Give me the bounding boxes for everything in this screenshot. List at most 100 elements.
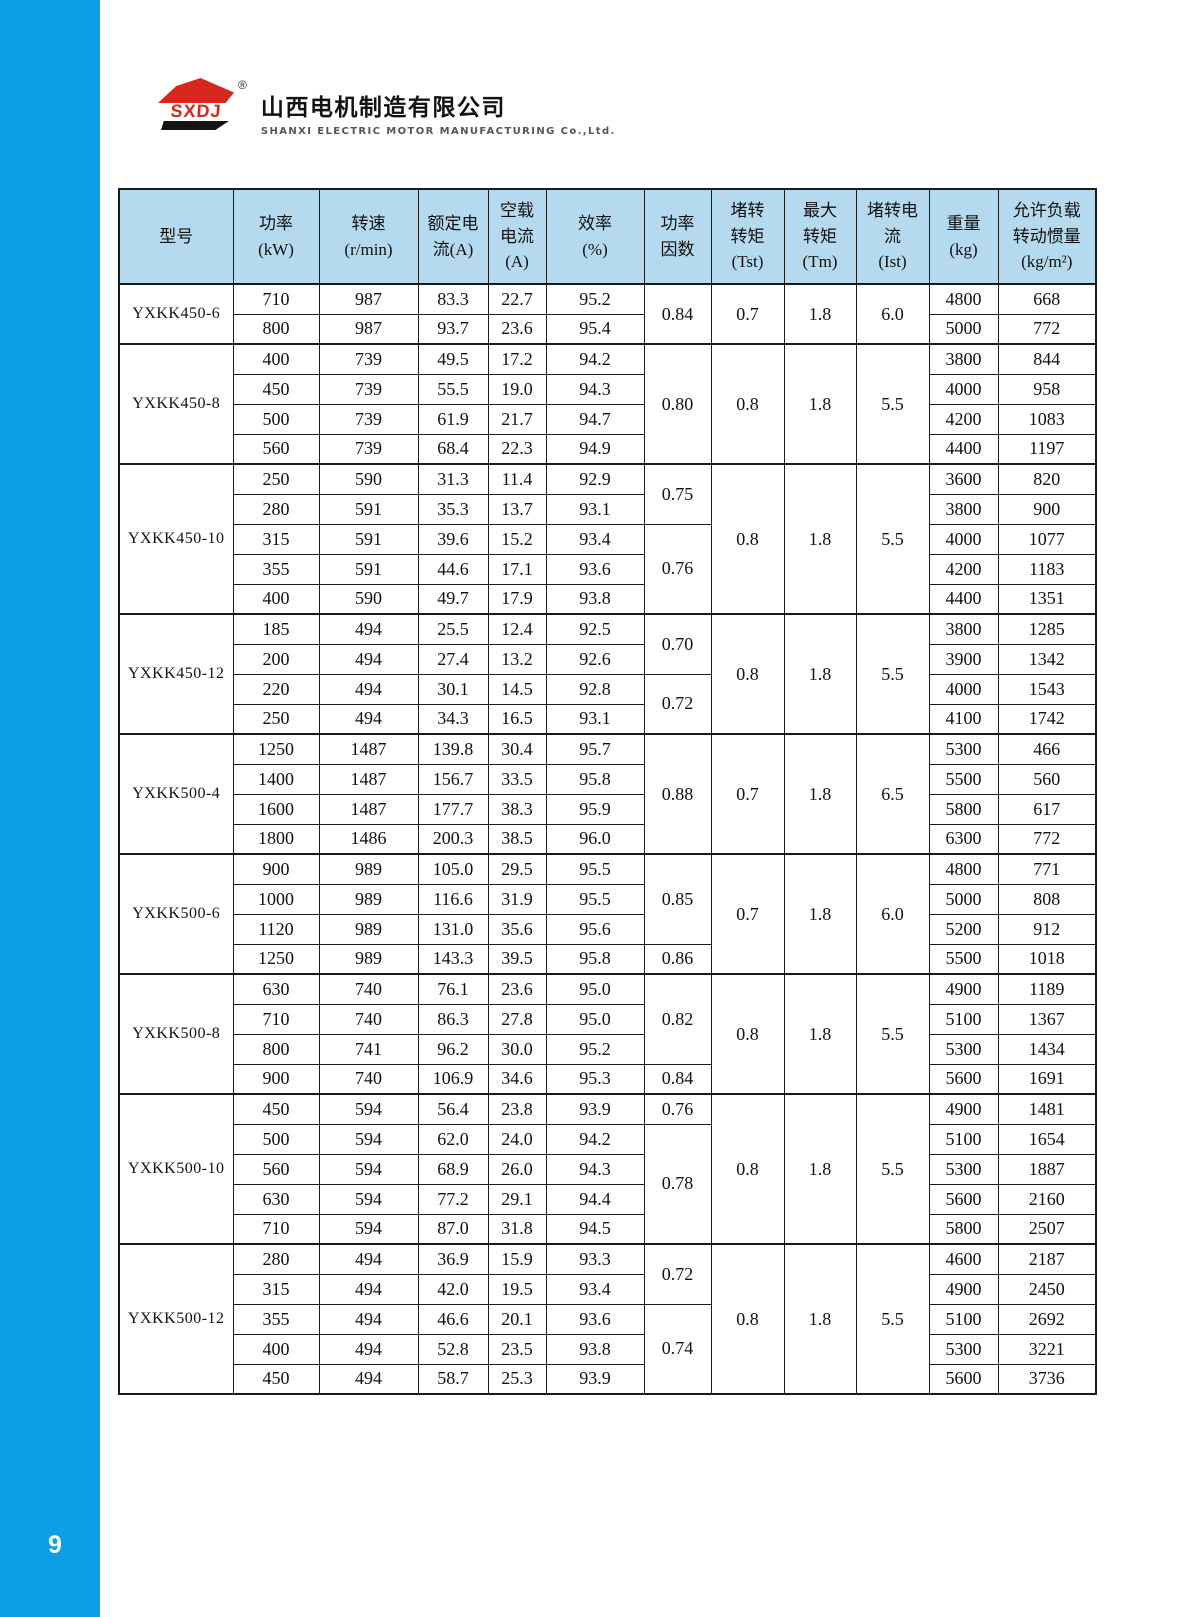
cell-rated-current: 106.9 bbox=[417, 1063, 489, 1095]
cell-rated-current: 83.3 bbox=[417, 283, 489, 315]
cell-weight: 4800 bbox=[928, 283, 999, 315]
cell-rated-current: 25.5 bbox=[417, 613, 489, 645]
cell-power: 900 bbox=[232, 853, 320, 885]
cell-inertia: 844 bbox=[997, 343, 1097, 375]
table-row: 900 740 106.9 34.6 95.3 0.84 5600 1691 bbox=[119, 1063, 1097, 1095]
cell-speed: 740 bbox=[318, 1003, 419, 1035]
cell-speed: 494 bbox=[318, 673, 419, 705]
cell-power-factor: 0.88 bbox=[643, 733, 712, 855]
cell-no-load-current: 23.5 bbox=[487, 1333, 547, 1365]
column-header-max-torque: 最大 转矩 (Tm) bbox=[783, 188, 857, 285]
column-header-locked-rotor-current: 堵转电 流 (Ist) bbox=[855, 188, 930, 285]
cell-locked-rotor-current: 5.5 bbox=[855, 973, 930, 1095]
cell-weight: 6300 bbox=[928, 823, 999, 855]
cell-no-load-current: 24.0 bbox=[487, 1123, 547, 1155]
cell-inertia: 1434 bbox=[997, 1033, 1097, 1065]
cell-weight: 3900 bbox=[928, 643, 999, 675]
cell-power-factor: 0.84 bbox=[643, 1063, 712, 1095]
cell-max-torque: 1.8 bbox=[783, 853, 857, 975]
logo-base-shape bbox=[161, 121, 229, 130]
cell-efficiency: 96.0 bbox=[545, 823, 645, 855]
table-header-row: 型号 功率 (kW) 转速 (r/min) 额定电 流(A) 空载 电流 (A) 效率 (… bbox=[118, 188, 1097, 285]
sidebar-band: 9 bbox=[0, 0, 100, 1617]
cell-inertia: 2507 bbox=[997, 1213, 1097, 1245]
cell-speed: 739 bbox=[318, 343, 419, 375]
cell-rated-current: 143.3 bbox=[417, 943, 489, 975]
cell-inertia: 1083 bbox=[997, 403, 1097, 435]
cell-weight: 4400 bbox=[928, 583, 999, 615]
cell-rated-current: 96.2 bbox=[417, 1033, 489, 1065]
cell-speed: 594 bbox=[318, 1093, 419, 1125]
cell-max-torque: 1.8 bbox=[783, 973, 857, 1095]
cell-no-load-current: 12.4 bbox=[487, 613, 547, 645]
cell-power: 315 bbox=[232, 1273, 320, 1305]
cell-efficiency: 95.3 bbox=[545, 1063, 645, 1095]
cell-locked-rotor-current: 5.5 bbox=[855, 343, 930, 465]
cell-locked-rotor-current: 6.0 bbox=[855, 283, 930, 345]
cell-rated-current: 56.4 bbox=[417, 1093, 489, 1125]
cell-rated-current: 139.8 bbox=[417, 733, 489, 765]
cell-locked-rotor-torque: 0.8 bbox=[710, 1093, 785, 1245]
cell-power: 185 bbox=[232, 613, 320, 645]
company-name-cn: 山西电机制造有限公司 bbox=[260, 95, 506, 121]
cell-rated-current: 200.3 bbox=[417, 823, 489, 855]
cell-no-load-current: 31.8 bbox=[487, 1213, 547, 1245]
model-cell: YXKK450-8 bbox=[118, 343, 234, 465]
cell-efficiency: 94.2 bbox=[545, 343, 645, 375]
table-row: 710 594 87.0 31.8 94.5 5800 2507 bbox=[119, 1213, 1097, 1245]
column-header-locked-rotor-torque: 堵转 转矩 (Tst) bbox=[710, 188, 785, 285]
cell-weight: 5300 bbox=[928, 733, 999, 765]
cell-power: 1250 bbox=[232, 943, 320, 975]
cell-weight: 4600 bbox=[928, 1243, 999, 1275]
cell-rated-current: 77.2 bbox=[417, 1183, 489, 1215]
cell-power: 1000 bbox=[232, 883, 320, 915]
cell-efficiency: 94.3 bbox=[545, 1153, 645, 1185]
cell-efficiency: 93.3 bbox=[545, 1243, 645, 1275]
cell-rated-current: 46.6 bbox=[417, 1303, 489, 1335]
cell-power-factor: 0.70 bbox=[643, 613, 712, 675]
cell-power: 1400 bbox=[232, 763, 320, 795]
table-row: 220 494 30.1 14.5 92.8 0.72 4000 1543 bbox=[119, 673, 1097, 735]
cell-no-load-current: 23.6 bbox=[487, 973, 547, 1005]
cell-inertia: 2692 bbox=[997, 1303, 1097, 1335]
cell-locked-rotor-current: 6.0 bbox=[855, 853, 930, 975]
cell-weight: 3800 bbox=[928, 493, 999, 525]
logo-abbr-text: SXDJ bbox=[169, 101, 223, 121]
cell-efficiency: 95.0 bbox=[545, 1003, 645, 1035]
table-row: 280 591 35.3 13.7 93.1 3800 900 bbox=[119, 493, 1097, 525]
cell-power-factor: 0.82 bbox=[643, 973, 712, 1065]
cell-speed: 494 bbox=[318, 613, 419, 645]
table-row: YXKK500-10 450 594 56.4 23.8 93.9 0.76 0.8 1.8 5.… bbox=[118, 1093, 1097, 1245]
cell-inertia: 808 bbox=[997, 883, 1097, 915]
cell-rated-current: 156.7 bbox=[417, 763, 489, 795]
cell-weight: 4000 bbox=[928, 523, 999, 555]
cell-inertia: 1077 bbox=[997, 523, 1097, 555]
column-header-power-factor: 功率 因数 bbox=[643, 188, 712, 285]
cell-speed: 594 bbox=[318, 1153, 419, 1185]
model-cell: YXKK500-6 bbox=[118, 853, 234, 975]
cell-power: 1120 bbox=[232, 913, 320, 945]
cell-power: 800 bbox=[232, 313, 320, 345]
cell-rated-current: 52.8 bbox=[417, 1333, 489, 1365]
logo-roof-shape bbox=[158, 78, 234, 103]
column-header-efficiency: 效率 (%) bbox=[545, 188, 645, 285]
cell-max-torque: 1.8 bbox=[783, 463, 857, 615]
cell-inertia: 466 bbox=[997, 733, 1097, 765]
cell-rated-current: 30.1 bbox=[417, 673, 489, 705]
motor-spec-table: 型号 功率 (kW) 转速 (r/min) 额定电 流(A) 空载 电流 (A) 效率 (… bbox=[118, 188, 1097, 1395]
cell-speed: 740 bbox=[318, 1063, 419, 1095]
cell-power: 710 bbox=[232, 1003, 320, 1035]
cell-power: 1250 bbox=[232, 733, 320, 765]
cell-power: 630 bbox=[232, 1183, 320, 1215]
cell-no-load-current: 13.2 bbox=[487, 643, 547, 675]
cell-no-load-current: 14.5 bbox=[487, 673, 547, 705]
cell-power: 355 bbox=[232, 1303, 320, 1335]
table-row: 400 494 52.8 23.5 93.8 5300 3221 bbox=[119, 1333, 1097, 1365]
table-row: YXKK500-4 1250 1487 139.8 30.4 95.7 0.88 0.7 1.8… bbox=[118, 733, 1097, 855]
cell-inertia: 3221 bbox=[997, 1333, 1097, 1365]
cell-no-load-current: 19.5 bbox=[487, 1273, 547, 1305]
cell-no-load-current: 13.7 bbox=[487, 493, 547, 525]
company-name-block: 山西电机制造有限公司 SHANXI ELECTRIC MOTOR MANUFAC… bbox=[261, 78, 616, 137]
cell-inertia: 1367 bbox=[997, 1003, 1097, 1035]
model-cell: YXKK450-6 bbox=[118, 283, 234, 345]
